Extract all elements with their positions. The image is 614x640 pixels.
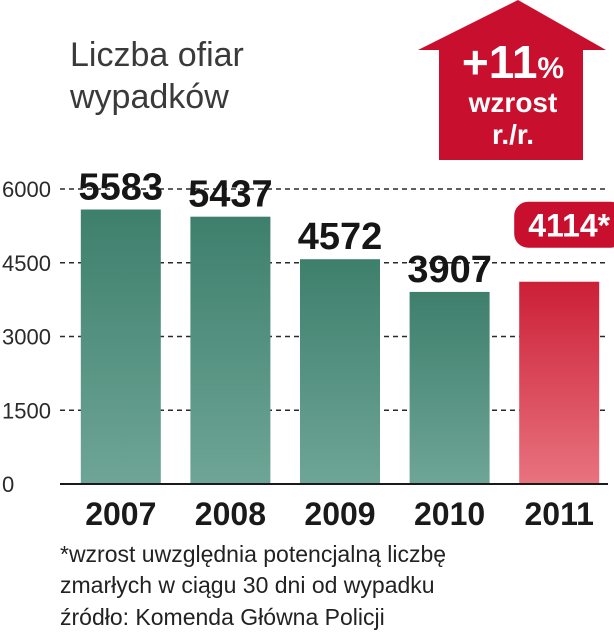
bar xyxy=(409,291,490,484)
data-label: 5437 xyxy=(188,174,273,216)
chart-title-line-2: wypadków xyxy=(69,78,229,116)
plot-area: 0 1500 3000 4500 6000 2007 5583 2008 5437 2009 457… xyxy=(2,167,614,532)
footnote-line-2: zmarłych w ciągu 30 dni od wypadku xyxy=(60,572,435,598)
x-tick-label: 2009 xyxy=(304,496,375,532)
x-tick-label: 2008 xyxy=(195,496,266,532)
bar xyxy=(80,209,161,484)
y-tick-label: 6000 xyxy=(2,177,51,202)
bar-highlighted xyxy=(519,281,600,484)
x-tick-label: 2010 xyxy=(414,496,485,532)
data-label: 3907 xyxy=(407,249,492,291)
badge-percent: % xyxy=(537,52,564,85)
value-label-badge xyxy=(514,201,614,248)
source-note: źródło: Komenda Główna Policji xyxy=(60,604,385,630)
data-label: 5583 xyxy=(79,167,164,209)
bar xyxy=(300,259,380,484)
y-tick-label: 4500 xyxy=(2,251,51,276)
svg-text:+11%: +11% xyxy=(462,36,564,88)
y-tick-label: 3000 xyxy=(2,325,51,350)
chart-title-line-1: Liczba ofiar xyxy=(70,36,244,74)
bar xyxy=(190,216,271,484)
y-tick-label: 0 xyxy=(2,472,14,497)
x-tick-label: 2011 xyxy=(524,496,593,532)
data-label: 4572 xyxy=(298,216,383,258)
growth-badge: +11% wzrost r./r. xyxy=(418,0,606,160)
footnote-line-1: *wzrost uwzględnia potencjalną liczbę xyxy=(60,541,447,567)
up-arrow-icon xyxy=(418,0,606,160)
badge-period: r./r. xyxy=(492,119,534,150)
badge-label: wzrost xyxy=(468,87,558,118)
x-tick-label: 2007 xyxy=(85,496,156,532)
data-label: 4114* xyxy=(528,208,610,244)
badge-value: +11 xyxy=(462,36,538,88)
y-tick-label: 1500 xyxy=(2,398,51,423)
